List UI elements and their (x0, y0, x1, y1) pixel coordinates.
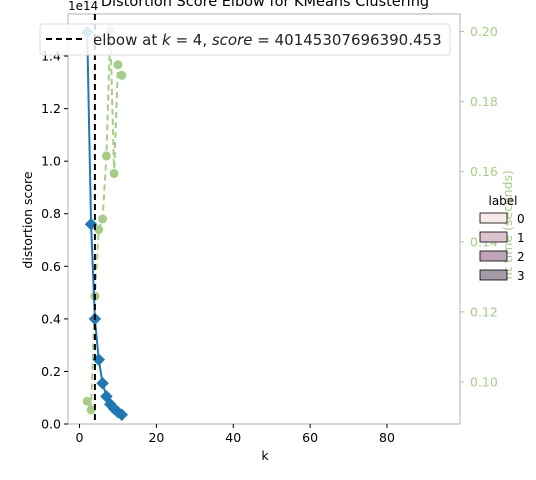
x-tick-label: 80 (379, 430, 395, 445)
x-ticks: 0 20 40 60 80 (76, 424, 395, 445)
fit-time-point (117, 71, 126, 80)
x-tick-label: 40 (225, 430, 241, 445)
y-axis-right-label: fit time (seconds) (500, 170, 515, 280)
fit-time-point (83, 397, 92, 406)
y-right-tick-label: 0.12 (470, 304, 498, 319)
y-tick-label: 0.4 (41, 311, 61, 326)
chart-title: Distortion Score Elbow for KMeans Cluste… (101, 0, 429, 10)
hue-legend-label: 2 (517, 250, 525, 264)
hue-legend-label: 0 (517, 212, 525, 226)
y-tick-label: 1.2 (41, 101, 61, 116)
hue-legend: label 0 1 2 3 (480, 194, 525, 283)
y-right-tick-label: 0.10 (470, 374, 498, 389)
y-tick-label: 0.8 (41, 206, 61, 221)
hue-legend-swatch (480, 213, 507, 223)
elbow-legend: elbow at k = 4, score = 40145307696390.4… (40, 24, 450, 55)
x-axis-label: k (261, 448, 269, 463)
hue-legend-swatch (480, 270, 507, 280)
plot-area (68, 14, 460, 424)
y-offset-text: 1e14 (68, 0, 98, 13)
y-tick-label: 0.2 (41, 364, 61, 379)
y-axis-label: distortion score (20, 171, 35, 268)
fit-time-point (102, 151, 111, 160)
fit-time-point (98, 215, 107, 224)
hue-legend-label: 3 (517, 269, 525, 283)
y-tick-label: 0.0 (41, 417, 61, 432)
y-tick-label: 1.0 (41, 154, 61, 169)
y-ticks: 0.00.20.40.60.81.01.21.4 (41, 49, 68, 432)
fit-time-point (113, 60, 122, 69)
x-tick-label: 60 (302, 430, 318, 445)
hue-legend-swatch (480, 232, 507, 242)
hue-legend-label: 1 (517, 231, 525, 245)
x-tick-label: 20 (148, 430, 164, 445)
hue-legend-swatch (480, 251, 507, 261)
y-right-tick-label: 0.20 (470, 24, 498, 39)
y-tick-label: 0.6 (41, 259, 61, 274)
elbow-legend-text: elbow at k = 4, score = 40145307696390.4… (93, 31, 442, 49)
y-right-tick-label: 0.18 (470, 94, 498, 109)
y-right-tick-label: 0.16 (470, 164, 498, 179)
fit-time-point (110, 169, 119, 178)
hue-legend-title: label (488, 194, 517, 208)
x-tick-label: 0 (76, 430, 84, 445)
